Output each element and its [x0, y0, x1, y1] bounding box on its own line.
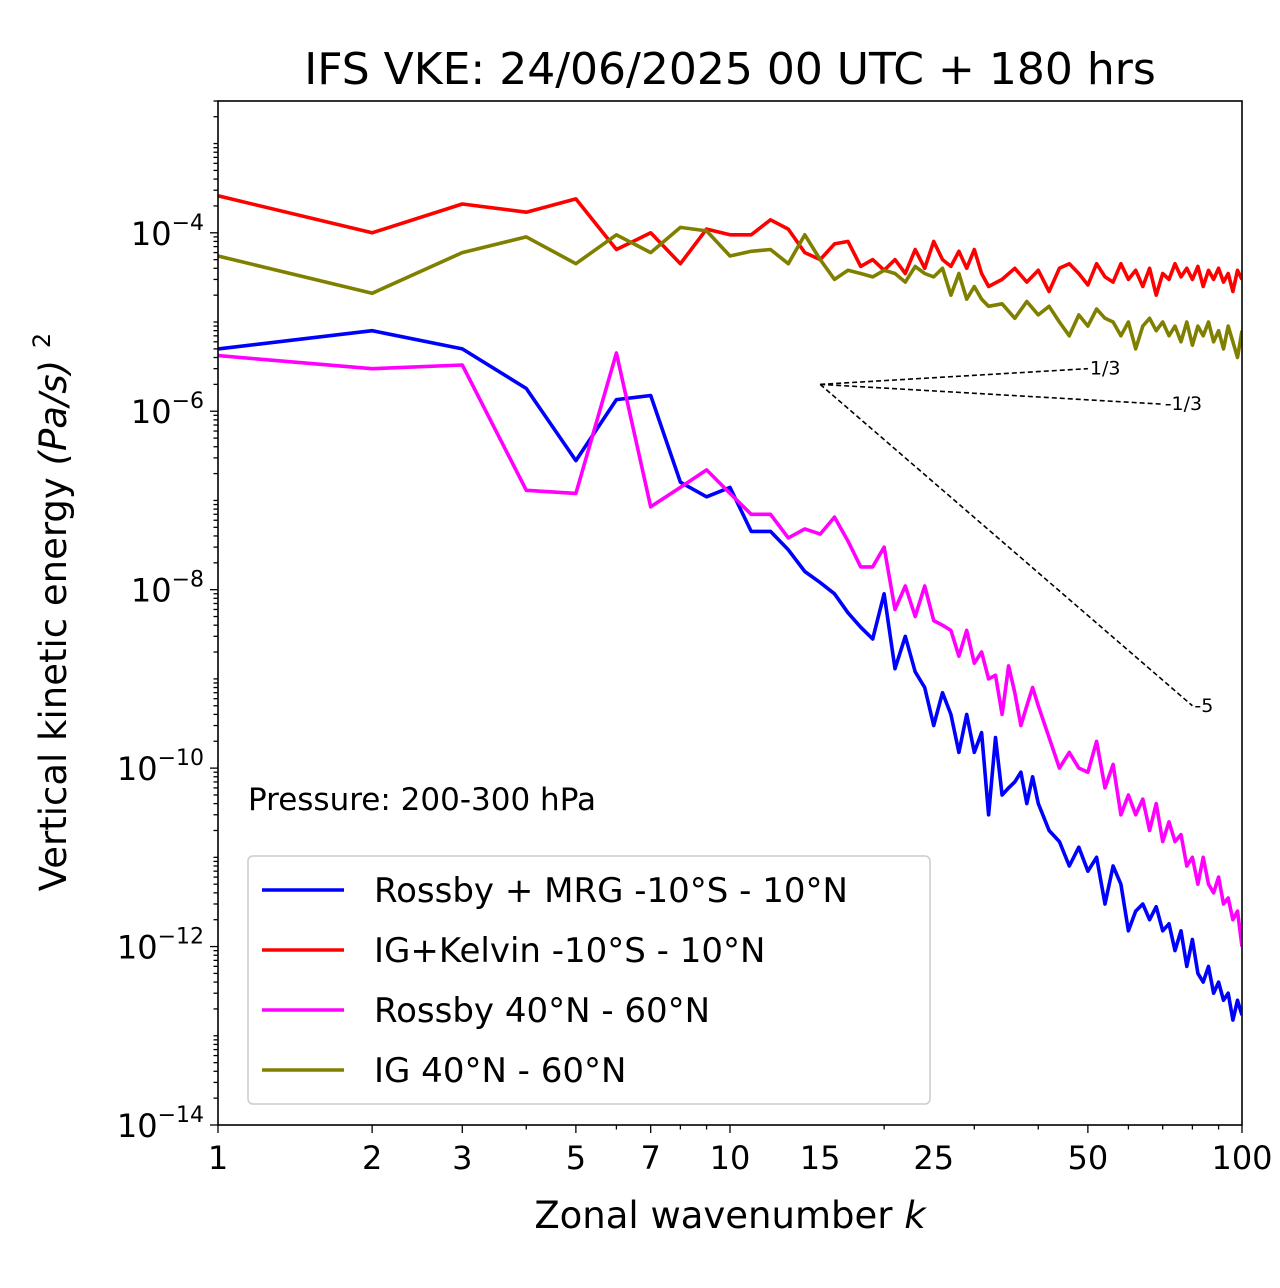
- reference-slope-line-2: [819, 383, 1193, 707]
- reference-slopes: 1/3 -1/3 -5: [819, 358, 1213, 717]
- legend-label-1: IG+Kelvin -10°S - 10°N: [374, 931, 765, 971]
- x-axis-label-main: Zonal wavenumber: [534, 1194, 893, 1237]
- x-axis-label: Zonal wavenumber k: [534, 1194, 927, 1237]
- series-lines: [218, 194, 1242, 1022]
- y-tick-label: 10−14: [117, 1103, 204, 1145]
- y-tick-label: 10−12: [117, 925, 204, 967]
- x-axis-label-var: k: [904, 1194, 927, 1237]
- y-axis-label: Vertical kinetic energy (Pa/s) 2: [28, 333, 75, 891]
- x-tick-label: 15: [800, 1139, 841, 1177]
- reference-slope-line-0: [820, 367, 1088, 386]
- x-tick-label: 7: [641, 1139, 661, 1177]
- y-axis-label-exp: 2: [28, 333, 56, 348]
- plot-frame: [217, 100, 1243, 1126]
- reference-slope-label-2: -5: [1194, 695, 1213, 717]
- x-tick-label: 100: [1211, 1139, 1272, 1177]
- y-tick-label: 10−6: [131, 389, 204, 431]
- legend-label-3: IG 40°N - 60°N: [374, 1051, 626, 1091]
- legend-label-2: Rossby 40°N - 60°N: [374, 991, 710, 1031]
- reference-slope-line-1: [820, 383, 1163, 405]
- x-tick-label: 3: [452, 1139, 472, 1177]
- reference-slope-label-0: 1/3: [1090, 358, 1121, 380]
- y-tick-label: 10−8: [131, 568, 204, 610]
- series-line-3: [218, 225, 1242, 360]
- y-axis-label-unit: (Pa/s): [32, 360, 75, 466]
- pressure-annotation: Pressure: 200-300 hPa: [248, 782, 596, 818]
- svg-text:Vertical kinetic energy: Vertical kinetic energy (Pa/s) 2: [28, 333, 75, 891]
- x-tick-label: 10: [710, 1139, 751, 1177]
- legend: Rossby + MRG -10°S - 10°N IG+Kelvin -10°S…: [247, 855, 931, 1105]
- x-tick-label: 5: [566, 1139, 586, 1177]
- x-tick-label: 1: [208, 1139, 228, 1177]
- legend-label-0: Rossby + MRG -10°S - 10°N: [374, 871, 848, 911]
- x-tick-label: 50: [1068, 1139, 1109, 1177]
- series-line-1: [218, 194, 1242, 297]
- legend-box: [247, 855, 931, 1105]
- series-line-2: [218, 351, 1242, 947]
- x-tick-label: 25: [913, 1139, 954, 1177]
- series-line-0: [218, 328, 1242, 1022]
- y-axis-label-main: Vertical kinetic energy: [32, 477, 75, 891]
- chart-title: IFS VKE: 24/06/2025 00 UTC + 180 hrs: [304, 44, 1156, 95]
- y-tick-label: 10−10: [117, 746, 204, 788]
- reference-slope-label-1: -1/3: [1165, 393, 1202, 415]
- x-tick-label: 2: [362, 1139, 382, 1177]
- axis-ticks: 1 2 3 5 7 10 15 25 50 100 10−4 10−6 10−8 10−10 10−12 10…: [117, 100, 1273, 1177]
- y-tick-label: 10−4: [131, 211, 204, 253]
